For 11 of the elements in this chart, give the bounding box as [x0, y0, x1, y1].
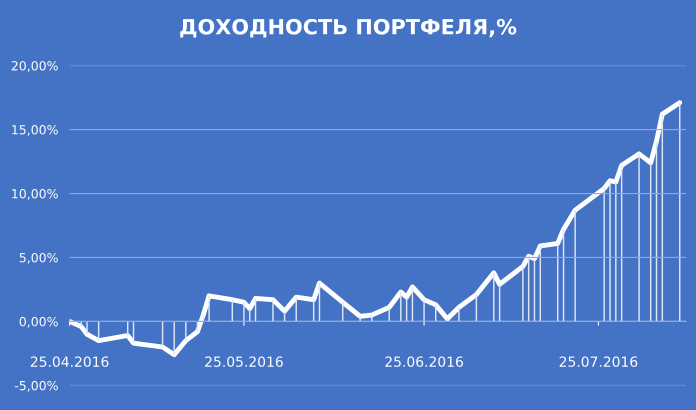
x-tick-label: 25.07.2016	[560, 356, 638, 367]
y-tick-label: 5,00%	[20, 252, 58, 264]
y-tick-label: -5,00%	[14, 380, 58, 392]
x-tick-label: 25.06.2016	[385, 356, 463, 367]
y-tick-label: 15,00%	[12, 125, 58, 136]
chart-title: ДОХОДНОСТЬ ПОРТФЕЛЯ,%	[180, 18, 516, 38]
x-tick-label: 25.05.2016	[205, 356, 283, 367]
x-tick-label: 25.04.2016	[30, 356, 108, 367]
y-tick-label: 10,00%	[12, 188, 58, 200]
y-tick-label: 0,00%	[20, 316, 58, 328]
y-tick-label: 20,00%	[12, 61, 58, 72]
